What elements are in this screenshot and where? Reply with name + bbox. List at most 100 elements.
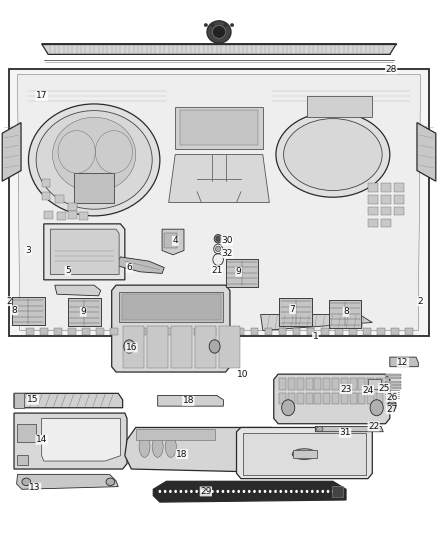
Polygon shape: [237, 427, 372, 479]
Ellipse shape: [201, 490, 203, 493]
Text: 5: 5: [65, 266, 71, 275]
FancyBboxPatch shape: [306, 393, 313, 404]
FancyBboxPatch shape: [385, 377, 401, 379]
FancyBboxPatch shape: [166, 328, 174, 335]
Ellipse shape: [300, 490, 303, 493]
FancyBboxPatch shape: [171, 326, 192, 368]
FancyBboxPatch shape: [297, 378, 304, 390]
Polygon shape: [315, 426, 383, 432]
FancyBboxPatch shape: [147, 326, 168, 368]
FancyBboxPatch shape: [381, 183, 391, 192]
FancyBboxPatch shape: [279, 328, 286, 335]
FancyBboxPatch shape: [332, 393, 339, 404]
FancyBboxPatch shape: [40, 328, 48, 335]
Ellipse shape: [258, 490, 261, 493]
FancyBboxPatch shape: [381, 219, 391, 227]
Ellipse shape: [216, 490, 219, 493]
FancyBboxPatch shape: [223, 328, 230, 335]
FancyBboxPatch shape: [122, 294, 221, 320]
FancyBboxPatch shape: [377, 328, 385, 335]
Ellipse shape: [174, 490, 177, 493]
Ellipse shape: [224, 23, 227, 27]
FancyBboxPatch shape: [54, 328, 62, 335]
Text: 26: 26: [386, 393, 398, 401]
FancyBboxPatch shape: [42, 179, 50, 187]
Polygon shape: [162, 229, 184, 255]
Ellipse shape: [185, 490, 187, 493]
FancyBboxPatch shape: [381, 207, 391, 215]
FancyBboxPatch shape: [219, 326, 240, 368]
Text: 17: 17: [36, 92, 47, 100]
FancyBboxPatch shape: [321, 328, 328, 335]
FancyBboxPatch shape: [17, 424, 36, 442]
Text: 29: 29: [200, 487, 212, 496]
Ellipse shape: [22, 478, 31, 486]
FancyBboxPatch shape: [335, 328, 343, 335]
Ellipse shape: [253, 490, 256, 493]
FancyBboxPatch shape: [74, 173, 114, 203]
Polygon shape: [14, 393, 123, 408]
Polygon shape: [169, 155, 269, 203]
FancyBboxPatch shape: [110, 328, 118, 335]
Ellipse shape: [237, 490, 240, 493]
FancyBboxPatch shape: [367, 378, 374, 390]
FancyBboxPatch shape: [314, 378, 321, 390]
FancyBboxPatch shape: [332, 378, 339, 390]
Ellipse shape: [207, 21, 231, 43]
FancyBboxPatch shape: [385, 387, 401, 389]
Text: 2: 2: [418, 297, 423, 305]
Ellipse shape: [215, 246, 221, 252]
FancyBboxPatch shape: [194, 328, 202, 335]
FancyBboxPatch shape: [368, 195, 378, 204]
Ellipse shape: [269, 490, 272, 493]
Text: 8: 8: [11, 306, 18, 314]
FancyBboxPatch shape: [180, 328, 188, 335]
FancyBboxPatch shape: [68, 203, 77, 211]
FancyBboxPatch shape: [363, 328, 371, 335]
Text: 16: 16: [126, 343, 137, 352]
Polygon shape: [158, 395, 223, 406]
Text: 9: 9: [236, 268, 242, 276]
Polygon shape: [153, 481, 346, 502]
Polygon shape: [116, 257, 164, 273]
FancyBboxPatch shape: [180, 110, 258, 145]
FancyBboxPatch shape: [367, 393, 374, 404]
Polygon shape: [55, 285, 101, 296]
Text: 14: 14: [36, 435, 47, 444]
FancyBboxPatch shape: [297, 393, 304, 404]
Ellipse shape: [227, 490, 230, 493]
Ellipse shape: [327, 490, 329, 493]
Polygon shape: [125, 427, 289, 472]
FancyBboxPatch shape: [17, 455, 28, 465]
Text: 4: 4: [173, 237, 178, 245]
FancyBboxPatch shape: [306, 378, 313, 390]
Text: 18: 18: [183, 397, 194, 405]
FancyBboxPatch shape: [358, 393, 365, 404]
Text: 2: 2: [6, 297, 11, 305]
Ellipse shape: [214, 235, 222, 243]
Text: 3: 3: [25, 246, 32, 255]
FancyBboxPatch shape: [124, 328, 132, 335]
Ellipse shape: [169, 490, 172, 493]
Ellipse shape: [284, 118, 382, 191]
Ellipse shape: [204, 23, 208, 27]
Ellipse shape: [152, 436, 163, 457]
FancyBboxPatch shape: [385, 381, 401, 383]
Ellipse shape: [209, 340, 220, 353]
Ellipse shape: [232, 490, 235, 493]
Polygon shape: [261, 314, 372, 330]
FancyBboxPatch shape: [265, 328, 272, 335]
Ellipse shape: [321, 490, 324, 493]
Text: 21: 21: [211, 266, 223, 274]
FancyBboxPatch shape: [368, 219, 378, 227]
Ellipse shape: [264, 490, 266, 493]
Ellipse shape: [316, 426, 323, 432]
FancyBboxPatch shape: [341, 393, 348, 404]
Ellipse shape: [388, 401, 396, 411]
Polygon shape: [12, 297, 45, 325]
Text: 28: 28: [385, 65, 397, 74]
Text: 31: 31: [339, 429, 351, 437]
FancyBboxPatch shape: [208, 328, 216, 335]
FancyBboxPatch shape: [385, 374, 401, 376]
FancyBboxPatch shape: [82, 328, 90, 335]
